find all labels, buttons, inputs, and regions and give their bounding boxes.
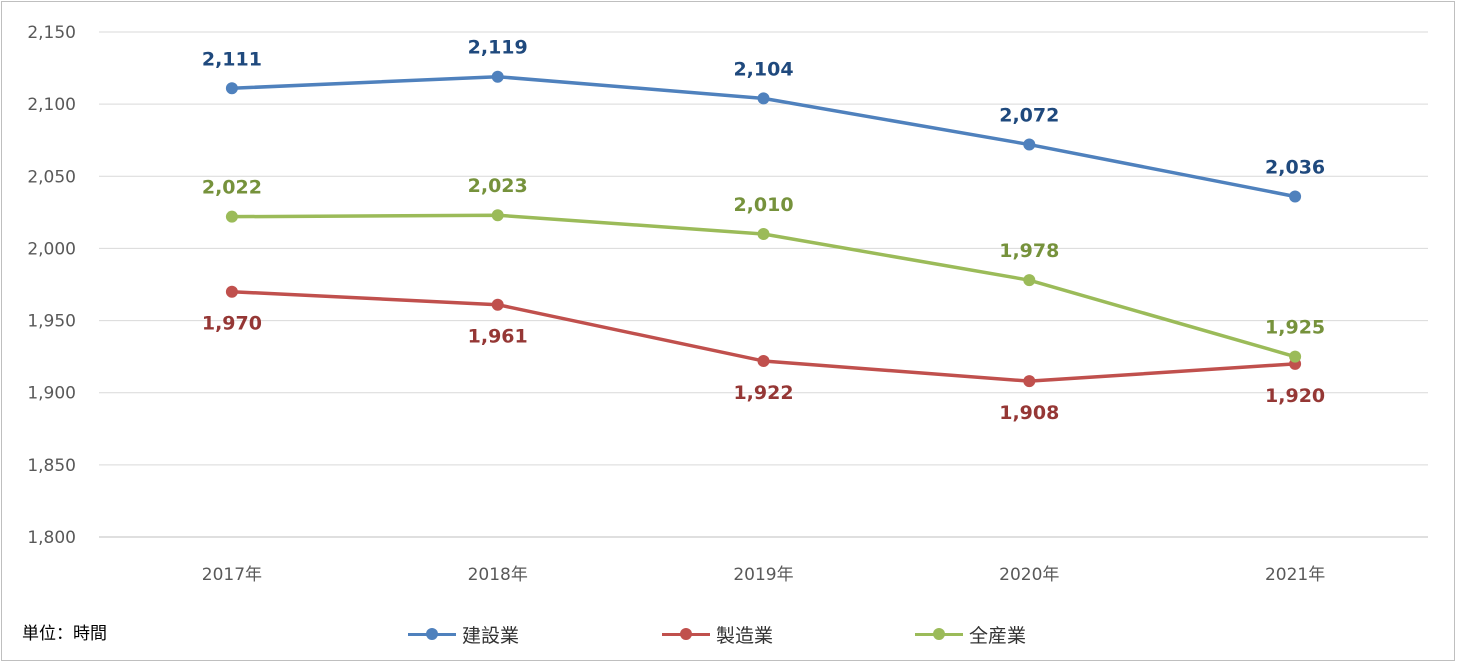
data-point-construction-3 — [1023, 138, 1036, 151]
y-tick-label-2000: 2,000 — [27, 239, 76, 259]
data-point-manufacturing-1 — [491, 298, 504, 311]
data-point-all-industries-0 — [225, 210, 238, 223]
data-label-manufacturing-0: 1,970 — [202, 313, 262, 335]
data-label-construction-3: 2,072 — [999, 105, 1059, 127]
legend-item-construction: 建設業 — [408, 620, 519, 648]
data-label-all-industries-0: 2,022 — [202, 177, 262, 199]
data-label-all-industries-2: 2,010 — [733, 194, 793, 216]
y-tick-label-2150: 2,150 — [27, 23, 76, 43]
x-tick-label-3: 2020年 — [999, 565, 1059, 585]
y-tick-label-2100: 2,100 — [27, 95, 76, 115]
data-point-all-industries-2 — [757, 228, 770, 240]
x-tick-label-4: 2021年 — [1265, 565, 1325, 585]
y-tick-label-1900: 1,900 — [27, 384, 76, 404]
x-tick-label-0: 2017年 — [202, 565, 262, 585]
legend-marker-manufacturing — [680, 628, 692, 640]
legend-swatch-construction — [408, 624, 456, 644]
legend-marker-construction — [426, 628, 438, 640]
legend-marker-all-industries — [933, 628, 945, 640]
legend-swatch-manufacturing — [662, 624, 710, 644]
data-point-all-industries-4 — [1289, 350, 1302, 363]
data-label-all-industries-3: 1,978 — [999, 240, 1059, 262]
data-label-construction-4: 2,036 — [1265, 156, 1325, 178]
data-label-manufacturing-3: 1,908 — [999, 402, 1059, 424]
data-label-construction-0: 2,111 — [202, 48, 262, 70]
data-point-manufacturing-2 — [757, 354, 770, 367]
legend-swatch-all-industries — [915, 624, 963, 644]
data-point-construction-1 — [491, 70, 504, 83]
unit-label: 単位：時間 — [22, 624, 107, 644]
legend-label-all-industries: 全産業 — [969, 624, 1027, 647]
data-label-construction-2: 2,104 — [733, 58, 793, 80]
data-label-manufacturing-4: 1,920 — [1265, 385, 1325, 407]
x-tick-label-1: 2018年 — [468, 565, 528, 585]
legend-item-all-industries: 全産業 — [915, 620, 1026, 648]
data-point-manufacturing-0 — [225, 285, 238, 298]
legend-label-construction: 建設業 — [462, 624, 520, 647]
legend-item-manufacturing: 製造業 — [662, 620, 773, 648]
data-point-manufacturing-3 — [1023, 375, 1036, 388]
y-tick-label-1800: 1,800 — [27, 528, 76, 548]
data-label-all-industries-1: 2,023 — [468, 175, 528, 197]
data-label-all-industries-4: 1,925 — [1265, 317, 1325, 339]
series-line-manufacturing — [230, 289, 1297, 383]
data-point-all-industries-3 — [1023, 274, 1036, 287]
data-point-construction-0 — [225, 82, 238, 95]
y-tick-label-1850: 1,850 — [27, 456, 76, 476]
data-label-manufacturing-1: 1,961 — [468, 326, 528, 348]
data-point-all-industries-1 — [491, 209, 504, 222]
data-label-construction-1: 2,119 — [468, 37, 528, 59]
data-label-manufacturing-2: 1,922 — [733, 382, 793, 404]
data-point-construction-2 — [757, 92, 770, 105]
legend-label-manufacturing: 製造業 — [716, 624, 774, 647]
x-tick-label-2: 2019年 — [733, 565, 793, 585]
data-point-construction-4 — [1289, 190, 1302, 203]
y-tick-label-1950: 1,950 — [27, 312, 76, 332]
y-tick-label-2050: 2,050 — [27, 167, 76, 187]
legend: 建設業 製造業 全産業 — [0, 620, 1458, 650]
